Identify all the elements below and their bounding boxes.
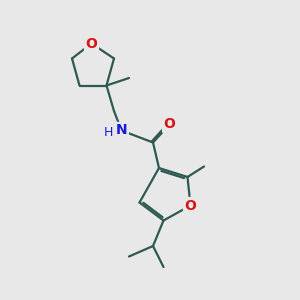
Text: O: O bbox=[85, 37, 98, 50]
Text: O: O bbox=[184, 199, 196, 212]
Text: H: H bbox=[104, 126, 114, 140]
Text: N: N bbox=[116, 124, 127, 137]
Text: O: O bbox=[164, 118, 175, 131]
